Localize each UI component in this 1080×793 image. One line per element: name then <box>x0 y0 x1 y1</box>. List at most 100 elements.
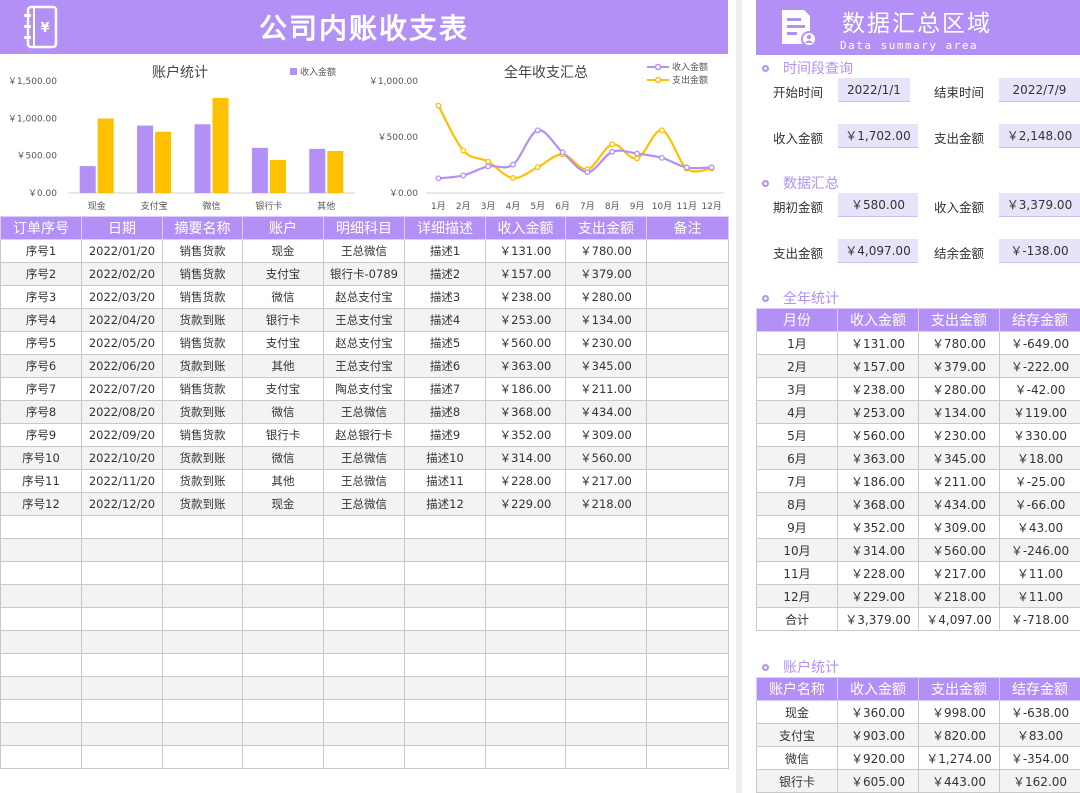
table-cell[interactable]: 序号8 <box>0 400 82 424</box>
empty-cell[interactable] <box>485 745 566 769</box>
table-cell[interactable]: 货款到账 <box>162 400 243 424</box>
table-cell[interactable]: 序号3 <box>0 285 82 309</box>
empty-cell[interactable] <box>485 630 566 654</box>
table-cell[interactable]: 描述10 <box>404 446 486 470</box>
table-cell[interactable]: ￥443.00 <box>918 769 1000 793</box>
table-cell[interactable]: ￥314.00 <box>837 538 919 562</box>
empty-cell[interactable] <box>646 722 729 746</box>
empty-cell[interactable] <box>485 722 566 746</box>
table-cell[interactable]: 支付宝 <box>242 331 324 355</box>
table-cell[interactable]: ￥157.00 <box>837 354 919 378</box>
table-cell[interactable]: 2022/05/20 <box>81 331 163 355</box>
table-cell[interactable]: ￥-246.00 <box>999 538 1080 562</box>
empty-cell[interactable] <box>81 607 163 631</box>
empty-cell[interactable] <box>162 745 243 769</box>
empty-cell[interactable] <box>81 538 163 562</box>
table-cell[interactable]: 12月 <box>756 584 838 608</box>
table-cell[interactable]: ￥229.00 <box>837 584 919 608</box>
empty-cell[interactable] <box>565 561 647 585</box>
table-cell[interactable]: 序号6 <box>0 354 82 378</box>
table-cell[interactable]: 微信 <box>242 285 324 309</box>
table-cell[interactable]: ￥379.00 <box>565 262 647 286</box>
table-cell[interactable]: ￥360.00 <box>837 700 919 724</box>
empty-cell[interactable] <box>485 538 566 562</box>
empty-cell[interactable] <box>646 584 729 608</box>
table-cell[interactable]: ￥134.00 <box>565 308 647 332</box>
table-cell[interactable]: 王总支付宝 <box>323 308 405 332</box>
empty-cell[interactable] <box>404 607 486 631</box>
table-cell[interactable]: 王总微信 <box>323 446 405 470</box>
table-cell[interactable]: 描述4 <box>404 308 486 332</box>
table-cell[interactable]: ￥379.00 <box>918 354 1000 378</box>
empty-cell[interactable] <box>565 515 647 539</box>
table-cell[interactable]: 序号7 <box>0 377 82 401</box>
empty-cell[interactable] <box>162 515 243 539</box>
table-cell[interactable]: 序号11 <box>0 469 82 493</box>
table-cell[interactable] <box>646 285 729 309</box>
empty-cell[interactable] <box>162 699 243 723</box>
table-cell[interactable]: 2022/01/20 <box>81 239 163 263</box>
table-cell[interactable]: 现金 <box>242 239 324 263</box>
empty-cell[interactable] <box>242 584 324 608</box>
table-cell[interactable]: ￥309.00 <box>918 515 1000 539</box>
empty-cell[interactable] <box>485 584 566 608</box>
empty-cell[interactable] <box>323 745 405 769</box>
table-cell[interactable]: 描述11 <box>404 469 486 493</box>
table-cell[interactable]: ￥560.00 <box>918 538 1000 562</box>
table-cell[interactable]: ￥-638.00 <box>999 700 1080 724</box>
table-cell[interactable]: ￥434.00 <box>918 492 1000 516</box>
empty-cell[interactable] <box>323 515 405 539</box>
empty-cell[interactable] <box>242 745 324 769</box>
table-cell[interactable]: 销售货款 <box>162 262 243 286</box>
table-cell[interactable]: ￥1,274.00 <box>918 746 1000 770</box>
table-cell[interactable]: 其他 <box>242 469 324 493</box>
table-cell[interactable]: 微信 <box>756 746 838 770</box>
empty-cell[interactable] <box>242 607 324 631</box>
empty-cell[interactable] <box>0 584 82 608</box>
empty-cell[interactable] <box>0 745 82 769</box>
table-cell[interactable]: ￥217.00 <box>918 561 1000 585</box>
table-cell[interactable] <box>646 331 729 355</box>
empty-cell[interactable] <box>162 538 243 562</box>
table-cell[interactable]: 2022/08/20 <box>81 400 163 424</box>
empty-cell[interactable] <box>323 584 405 608</box>
table-cell[interactable] <box>646 423 729 447</box>
table-cell[interactable]: 2月 <box>756 354 838 378</box>
empty-cell[interactable] <box>323 676 405 700</box>
table-cell[interactable]: 销售货款 <box>162 285 243 309</box>
table-cell[interactable]: 王总微信 <box>323 492 405 516</box>
table-cell[interactable]: 描述3 <box>404 285 486 309</box>
table-cell[interactable]: ￥368.00 <box>485 400 566 424</box>
table-cell[interactable]: 销售货款 <box>162 239 243 263</box>
table-cell[interactable]: 微信 <box>242 400 324 424</box>
empty-cell[interactable] <box>646 607 729 631</box>
empty-cell[interactable] <box>0 653 82 677</box>
empty-cell[interactable] <box>404 538 486 562</box>
table-cell[interactable]: 2022/09/20 <box>81 423 163 447</box>
table-cell[interactable]: 9月 <box>756 515 838 539</box>
empty-cell[interactable] <box>0 538 82 562</box>
empty-cell[interactable] <box>81 584 163 608</box>
table-cell[interactable] <box>646 262 729 286</box>
table-cell[interactable]: 描述5 <box>404 331 486 355</box>
empty-cell[interactable] <box>404 515 486 539</box>
empty-cell[interactable] <box>162 584 243 608</box>
empty-cell[interactable] <box>0 630 82 654</box>
table-cell[interactable]: ￥434.00 <box>565 400 647 424</box>
table-cell[interactable]: 描述1 <box>404 239 486 263</box>
empty-cell[interactable] <box>162 630 243 654</box>
empty-cell[interactable] <box>323 561 405 585</box>
table-cell[interactable]: 2022/10/20 <box>81 446 163 470</box>
table-cell[interactable]: ￥345.00 <box>565 354 647 378</box>
empty-cell[interactable] <box>242 653 324 677</box>
table-cell[interactable]: 2022/06/20 <box>81 354 163 378</box>
empty-cell[interactable] <box>646 676 729 700</box>
empty-cell[interactable] <box>323 538 405 562</box>
table-cell[interactable]: 描述12 <box>404 492 486 516</box>
empty-cell[interactable] <box>646 515 729 539</box>
table-cell[interactable]: ￥903.00 <box>837 723 919 747</box>
table-cell[interactable]: ￥228.00 <box>837 561 919 585</box>
table-cell[interactable]: ￥218.00 <box>918 584 1000 608</box>
table-cell[interactable]: 10月 <box>756 538 838 562</box>
table-cell[interactable]: 支付宝 <box>756 723 838 747</box>
